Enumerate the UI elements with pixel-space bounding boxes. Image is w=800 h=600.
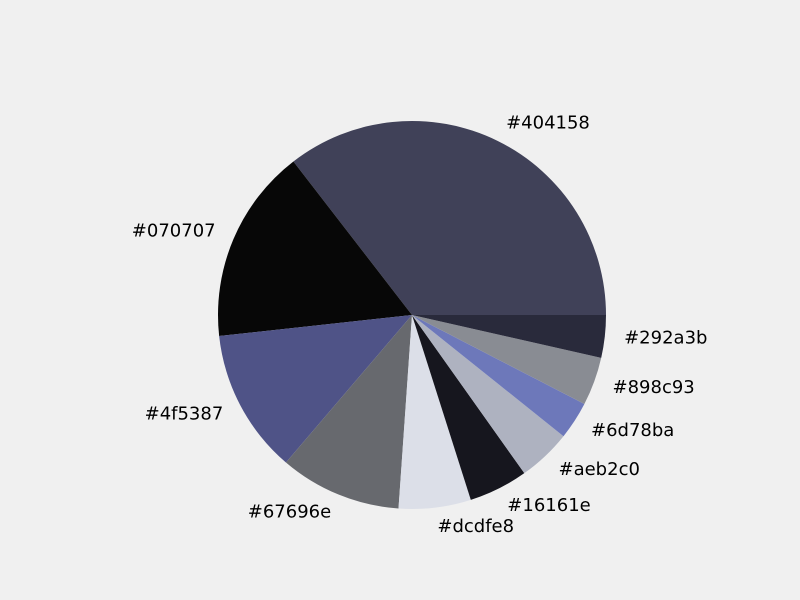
slice-label: #404158 [506,113,590,134]
slice-label: #16161e [507,495,590,516]
slice-label: #292a3b [624,328,707,349]
slice-label: #67696e [248,502,331,523]
pie-slice [219,315,412,463]
slice-label: #4f5387 [145,404,224,425]
pie-slice [412,315,606,358]
pie-labels: #404158 #070707 #4f5387 #67696e #dcdfe8#1616… [132,113,708,537]
pie-slice [412,315,564,474]
pie-slice [218,161,412,336]
pie-slice [412,315,602,405]
slice-label: #dcdfe8 [437,516,514,537]
slice-label: #898c93 [613,377,695,398]
pie-slices [218,120,606,509]
slice-label: #6d78ba [591,420,674,441]
slice-label: #070707 [132,220,216,241]
pie-slice [293,120,606,315]
pie-slice [285,315,412,509]
pie-slice [412,315,525,500]
pie-slice [398,315,471,509]
slice-label: #aeb2c0 [559,459,640,480]
pie-slice [412,315,585,437]
